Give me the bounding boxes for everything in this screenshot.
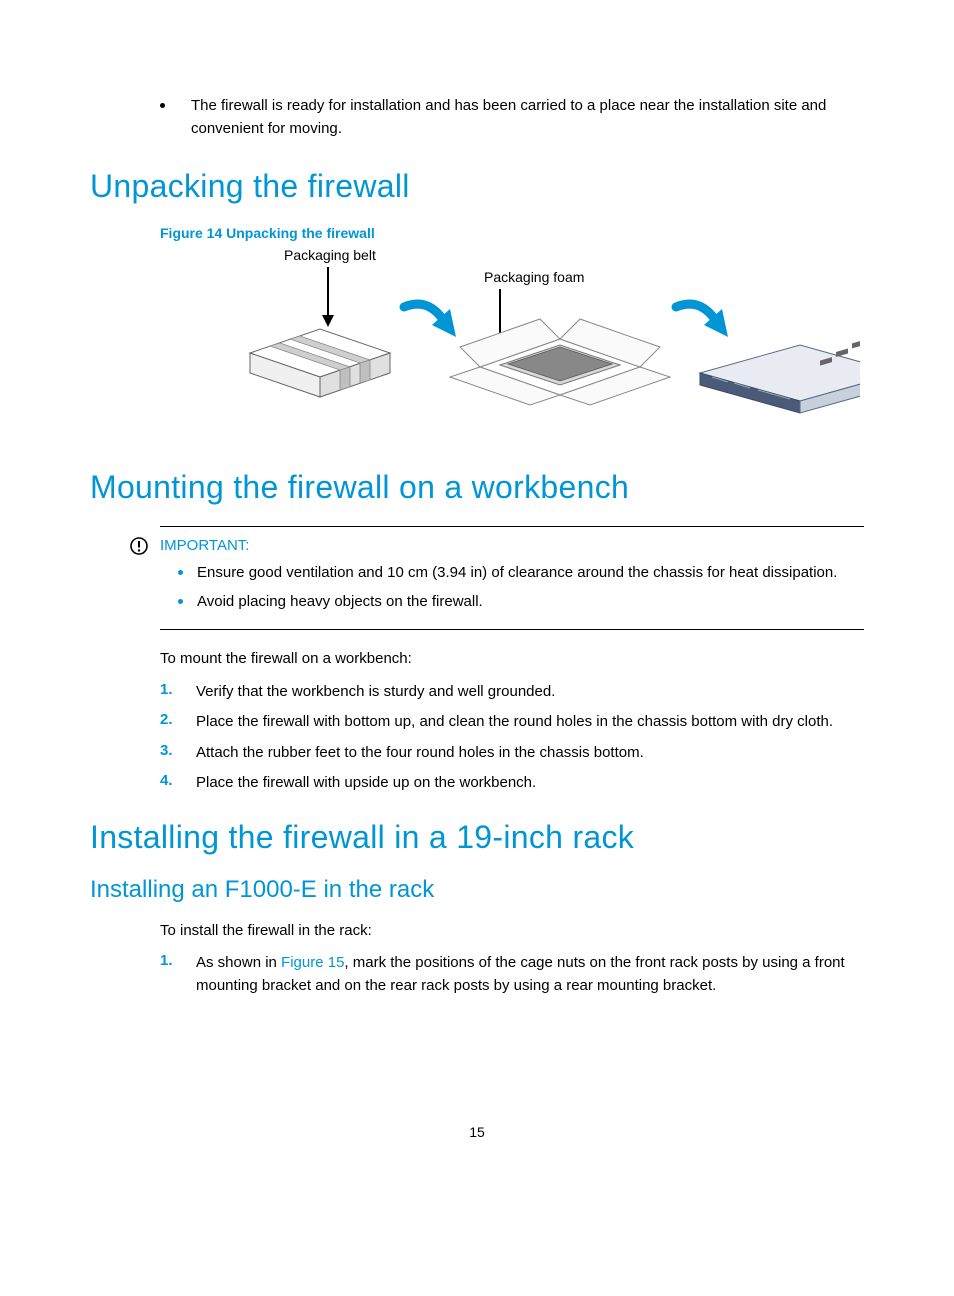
- list-item: 1. As shown in Figure 15, mark the posit…: [160, 952, 864, 997]
- list-item: 4. Place the firewall with upside up on …: [160, 772, 864, 795]
- list-text: As shown in Figure 15, mark the position…: [196, 952, 864, 997]
- important-label: IMPORTANT:: [160, 537, 864, 554]
- important-bullet-item: Ensure good ventilation and 10 cm (3.94 …: [178, 562, 864, 585]
- important-bullet-item: Avoid placing heavy objects on the firew…: [178, 591, 864, 614]
- ordered-list-rack: 1. As shown in Figure 15, mark the posit…: [160, 952, 864, 997]
- page-number: 15: [0, 1124, 954, 1140]
- bullet-dot-icon: [178, 599, 183, 604]
- paragraph: To mount the firewall on a workbench:: [160, 648, 864, 671]
- important-callout: IMPORTANT: Ensure good ventilation and 1…: [160, 526, 864, 630]
- list-item: 1. Verify that the workbench is sturdy a…: [160, 681, 864, 704]
- important-text: Ensure good ventilation and 10 cm (3.94 …: [197, 562, 837, 585]
- section-heading-unpacking: Unpacking the firewall: [90, 168, 864, 205]
- list-item: 2. Place the firewall with bottom up, an…: [160, 711, 864, 734]
- bullet-dot-icon: [178, 570, 183, 575]
- important-bullet-list: Ensure good ventilation and 10 cm (3.94 …: [178, 562, 864, 613]
- important-icon: [130, 537, 148, 560]
- list-number: 1.: [160, 952, 196, 969]
- figure-svg: [160, 247, 860, 419]
- subsection-heading-f1000e: Installing an F1000-E in the rack: [90, 876, 864, 904]
- bullet-text: The firewall is ready for installation a…: [191, 95, 864, 140]
- list-number: 4.: [160, 772, 196, 789]
- list-item: 3. Attach the rubber feet to the four ro…: [160, 742, 864, 765]
- list-number: 3.: [160, 742, 196, 759]
- bullet-dot-icon: [160, 103, 165, 108]
- important-text: Avoid placing heavy objects on the firew…: [197, 591, 483, 614]
- section-heading-mounting: Mounting the firewall on a workbench: [90, 469, 864, 506]
- bullet-item: The firewall is ready for installation a…: [160, 95, 864, 140]
- list-text: Place the firewall with bottom up, and c…: [196, 711, 833, 734]
- paragraph: To install the firewall in the rack:: [160, 920, 864, 943]
- step-prefix: As shown in: [196, 954, 281, 971]
- figure-caption: Figure 14 Unpacking the firewall: [160, 225, 864, 241]
- figure-unpacking: Packaging belt Packaging foam: [160, 247, 864, 419]
- list-text: Place the firewall with upside up on the…: [196, 772, 536, 795]
- list-text: Attach the rubber feet to the four round…: [196, 742, 644, 765]
- list-text: Verify that the workbench is sturdy and …: [196, 681, 555, 704]
- figure-link[interactable]: Figure 15: [281, 954, 344, 971]
- list-number: 2.: [160, 711, 196, 728]
- list-number: 1.: [160, 681, 196, 698]
- document-page: The firewall is ready for installation a…: [0, 0, 954, 1200]
- ordered-list-mounting: 1. Verify that the workbench is sturdy a…: [160, 681, 864, 795]
- intro-bullet-list: The firewall is ready for installation a…: [160, 95, 864, 140]
- section-heading-rack: Installing the firewall in a 19-inch rac…: [90, 819, 864, 856]
